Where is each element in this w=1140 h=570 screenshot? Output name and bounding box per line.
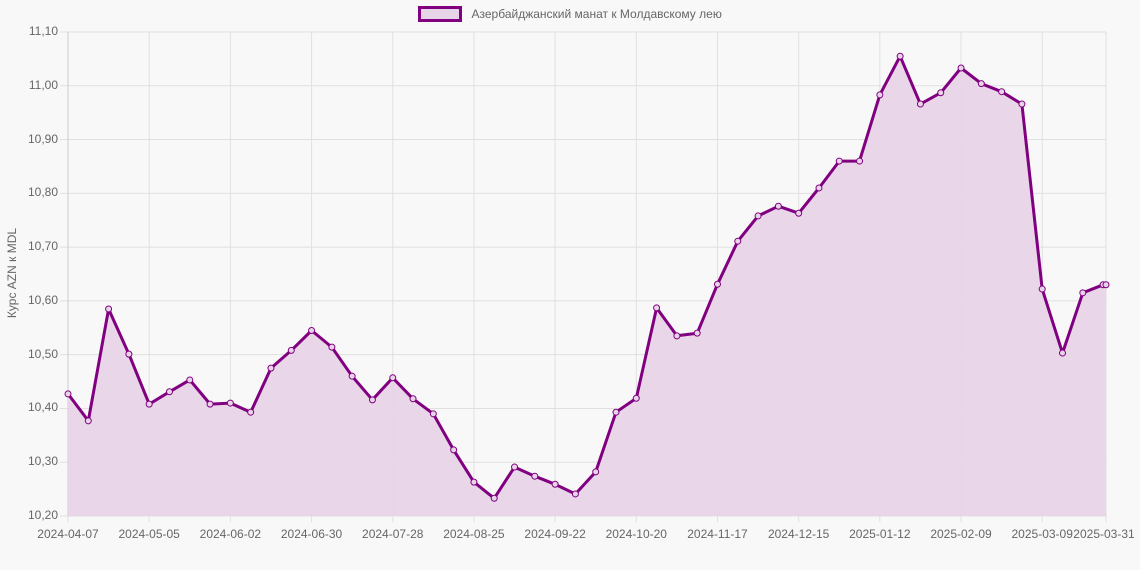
legend-swatch [418,6,463,22]
data-point[interactable] [511,463,519,471]
data-point[interactable] [937,89,945,97]
data-point[interactable] [368,396,376,404]
data-point[interactable] [835,157,843,165]
y-tick-label: 11,00 [28,77,58,92]
data-point[interactable] [916,100,924,108]
legend-label: Азербайджанский манат к Молдавскому лею [471,7,722,21]
x-tick-label: 2024-04-07 [37,527,99,541]
data-point[interactable] [896,52,904,60]
x-tick-label: 2024-12-15 [767,527,830,541]
data-point[interactable] [348,372,356,380]
x-tick-label: 2025-01-12 [849,527,911,541]
y-tick-label: 10,70 [27,239,58,254]
x-tick-label: 2024-07-28 [362,527,424,541]
x-tick-label: 2024-08-25 [443,527,505,541]
data-point[interactable] [105,305,113,313]
data-point[interactable] [328,343,336,351]
data-point[interactable] [592,468,600,476]
x-tick-label: 2025-03-31 [1073,527,1135,541]
data-point[interactable] [165,388,173,396]
y-tick-label: 10,20 [27,508,58,522]
data-point[interactable] [856,157,864,165]
data-point[interactable] [571,490,579,498]
data-point[interactable] [206,400,214,408]
x-tick-label: 2024-09-22 [524,527,586,541]
data-point[interactable] [551,480,559,488]
y-tick-label: 10,60 [27,292,58,307]
data-point[interactable] [429,410,437,418]
data-point[interactable] [490,494,498,502]
y-axis-title: Курс AZN к MDL [5,227,19,319]
x-tick-label: 2024-06-30 [280,527,343,541]
data-point[interactable] [287,346,295,354]
data-point[interactable] [226,399,234,407]
data-points [64,52,1110,502]
y-tick-label: 10,40 [27,400,58,415]
data-point[interactable] [84,417,92,425]
legend[interactable]: Азербайджанский манат к Молдавскому лею [0,6,1140,22]
data-point[interactable] [713,280,721,288]
data-point[interactable] [1018,100,1026,108]
y-tick-label: 10,30 [27,454,58,469]
data-point[interactable] [754,212,762,220]
data-point[interactable] [409,395,417,403]
data-point[interactable] [632,394,640,402]
data-point[interactable] [977,80,985,88]
x-tick-label: 2024-05-05 [118,527,180,541]
data-point[interactable] [815,184,823,192]
data-point[interactable] [308,326,316,334]
data-point[interactable] [998,88,1006,96]
data-point[interactable] [1059,349,1067,357]
data-point[interactable] [1102,281,1110,289]
data-point[interactable] [186,376,194,384]
x-tick-label: 2024-10-20 [605,527,667,541]
x-tick-label: 2025-02-09 [930,527,992,541]
data-point[interactable] [612,408,620,416]
data-point[interactable] [389,374,397,382]
data-point[interactable] [247,408,255,416]
x-tick-label: 2024-06-02 [199,527,262,541]
y-tick-label: 10,50 [27,346,58,361]
data-point[interactable] [470,478,478,486]
data-point[interactable] [653,304,661,312]
data-point[interactable] [1079,289,1087,297]
y-tick-label: 11,10 [28,24,58,38]
data-point[interactable] [734,237,742,245]
data-point[interactable] [531,472,539,480]
data-point[interactable] [795,209,803,217]
area-fill [68,56,1106,516]
data-point[interactable] [64,390,72,398]
y-tick-label: 10,80 [27,185,58,200]
y-tick-label: 10,90 [27,131,58,146]
data-point[interactable] [450,446,458,454]
x-tick-label: 2025-03-09 [1011,527,1073,541]
x-tick-label: 2024-11-17 [687,527,748,541]
data-point[interactable] [957,64,965,72]
data-point[interactable] [693,329,701,337]
data-point[interactable] [673,332,681,340]
data-point[interactable] [1038,285,1046,293]
data-point[interactable] [145,400,153,408]
data-point[interactable] [774,202,782,210]
data-point[interactable] [876,91,884,99]
data-point[interactable] [125,350,133,358]
data-point[interactable] [267,364,275,372]
